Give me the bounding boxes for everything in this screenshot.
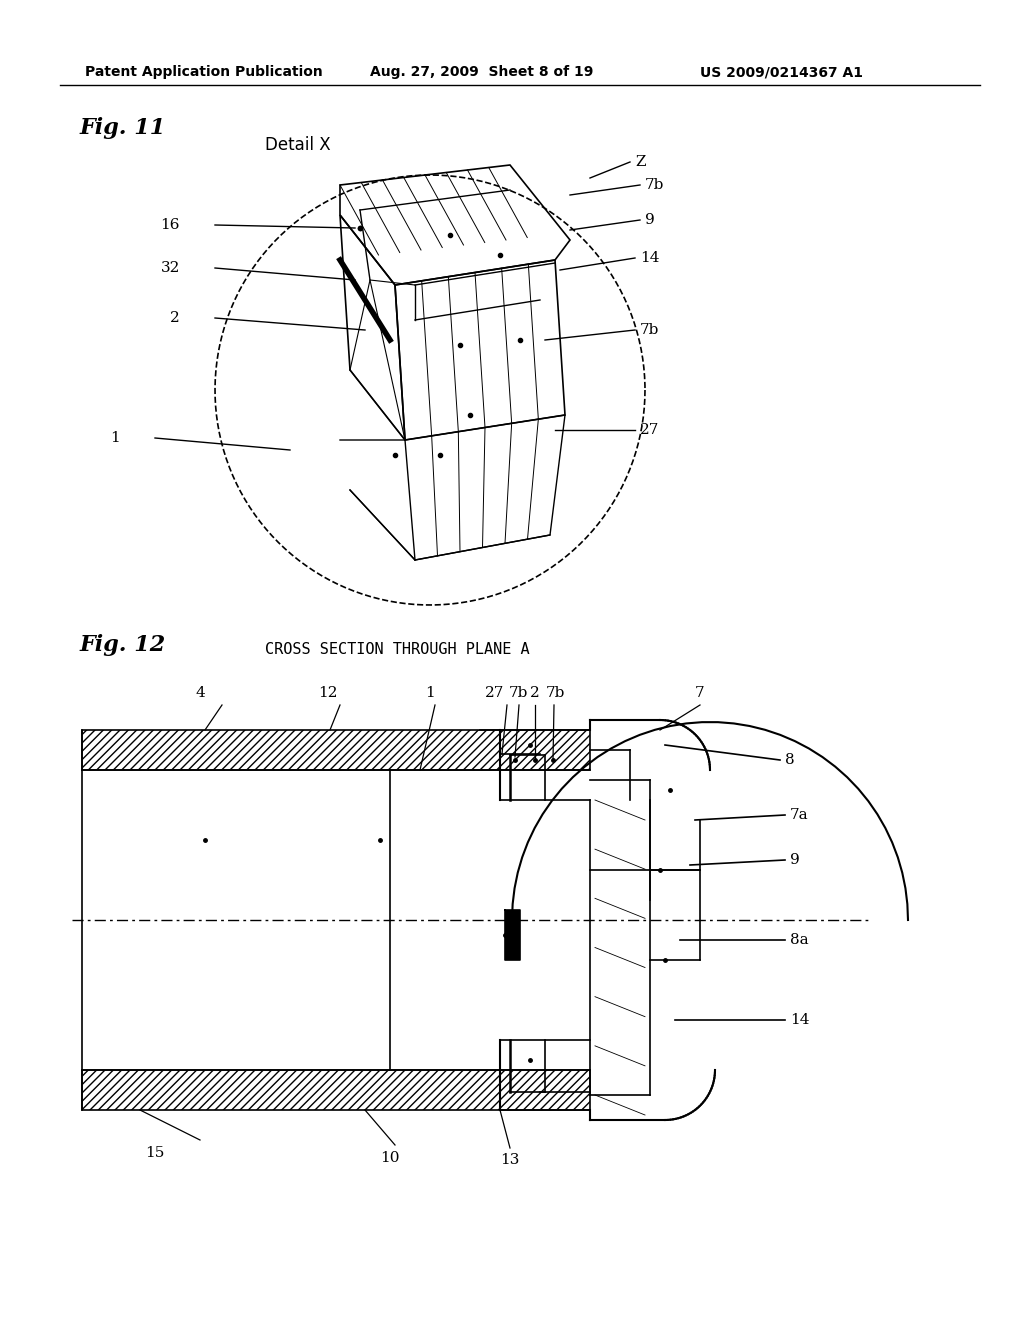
Text: 8a: 8a <box>790 933 809 946</box>
Text: Aug. 27, 2009  Sheet 8 of 19: Aug. 27, 2009 Sheet 8 of 19 <box>370 65 593 79</box>
Text: 2: 2 <box>530 686 540 700</box>
Text: 16: 16 <box>161 218 180 232</box>
Text: Detail X: Detail X <box>265 136 331 154</box>
Text: 27: 27 <box>485 686 505 700</box>
Text: 7b: 7b <box>645 178 665 191</box>
Text: 1: 1 <box>111 432 120 445</box>
Text: 2: 2 <box>170 312 180 325</box>
Text: 7b: 7b <box>546 686 564 700</box>
Text: 10: 10 <box>380 1151 399 1166</box>
Text: Fig. 12: Fig. 12 <box>80 634 166 656</box>
Text: 7b: 7b <box>508 686 527 700</box>
Text: 8: 8 <box>785 752 795 767</box>
Text: Z: Z <box>635 154 645 169</box>
Text: 15: 15 <box>145 1146 165 1160</box>
Bar <box>82 1071 590 1110</box>
Text: 9: 9 <box>645 213 654 227</box>
Text: 14: 14 <box>640 251 659 265</box>
Text: 27: 27 <box>640 422 659 437</box>
Text: 7: 7 <box>695 686 705 700</box>
Text: 14: 14 <box>790 1012 810 1027</box>
Text: Patent Application Publication: Patent Application Publication <box>85 65 323 79</box>
Text: 7b: 7b <box>640 323 659 337</box>
Polygon shape <box>505 909 520 960</box>
Bar <box>82 730 590 770</box>
Text: US 2009/0214367 A1: US 2009/0214367 A1 <box>700 65 863 79</box>
Text: Fig. 11: Fig. 11 <box>80 117 166 139</box>
Text: 32: 32 <box>161 261 180 275</box>
Text: 4: 4 <box>196 686 205 700</box>
Text: 12: 12 <box>318 686 338 700</box>
Text: 13: 13 <box>501 1152 520 1167</box>
Text: CROSS SECTION THROUGH PLANE A: CROSS SECTION THROUGH PLANE A <box>265 643 529 657</box>
Text: 7a: 7a <box>790 808 809 822</box>
Text: 1: 1 <box>425 686 435 700</box>
Text: 9: 9 <box>790 853 800 867</box>
